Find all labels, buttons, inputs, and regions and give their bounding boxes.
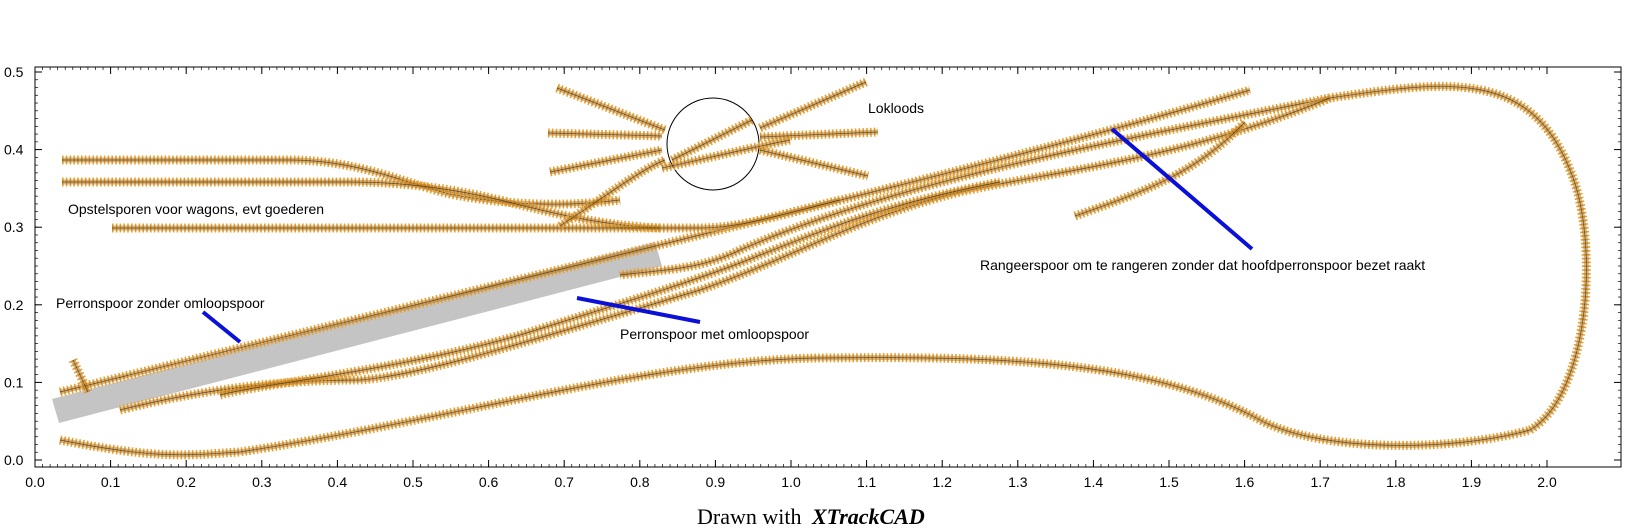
siding-3-centerline [112, 199, 841, 229]
engine-shed-stall-centerline [671, 119, 753, 161]
y-axis-labels: 0.0 0.1 0.2 0.3 0.4 0.5 [4, 64, 24, 468]
label-lokloods: Lokloods [868, 100, 924, 116]
short-stub-centerline [72, 359, 89, 393]
x-tick-label: 0.4 [328, 474, 348, 490]
credit-prefix: Drawn with [697, 504, 801, 529]
x-tick-label: 1.9 [1462, 474, 1482, 490]
y-tick-label: 0.5 [4, 64, 24, 80]
pointer-rangeer [1110, 127, 1254, 251]
x-axis-labels: 0.0 0.1 0.2 0.3 0.4 0.5 0.6 0.7 0.8 0.9 1.0 1.1 1.2 1… [25, 474, 1557, 490]
platform [52, 242, 662, 423]
y-tick-label: 0.4 [4, 142, 24, 158]
x-tick-label: 0.3 [252, 474, 272, 490]
minor-ticks [34, 67, 1621, 467]
x-tick-label: 0.8 [630, 474, 650, 490]
platform-track-no-runaround-centerline [59, 89, 1251, 393]
x-tick-label: 0.9 [706, 474, 726, 490]
runaround-loop-centerline [219, 181, 1001, 396]
annotation-pointers [201, 127, 1254, 344]
x-tick-label: 1.5 [1159, 474, 1179, 490]
x-tick-label: 0.0 [25, 474, 45, 490]
x-tick-label: 1.3 [1008, 474, 1028, 490]
y-tick-label: 0.0 [4, 452, 24, 468]
x-tick-label: 1.2 [932, 474, 952, 490]
engine-shed-stall-centerline [547, 132, 663, 137]
x-tick-label: 1.8 [1386, 474, 1406, 490]
label-perronspoor-zonder: Perronspoor zonder omloopspoor [56, 295, 265, 311]
main-loop-centerline [59, 86, 1587, 456]
plan-frame [34, 66, 1622, 468]
siding-2-centerline [62, 181, 661, 229]
turntable [666, 97, 760, 191]
x-tick-label: 0.5 [403, 474, 423, 490]
credit-brand: XTrackCAD [811, 504, 925, 529]
drawn-with-credit: Drawn with XTrackCAD [697, 504, 925, 529]
x-tick-label: 1.4 [1084, 474, 1104, 490]
label-rangeerspoor: Rangeerspoor om te rangeren zonder dat h… [980, 257, 1425, 273]
x-tick-label: 1.7 [1310, 474, 1330, 490]
x-tick-label: 1.0 [781, 474, 801, 490]
x-tick-label: 0.2 [176, 474, 196, 490]
y-tick-label: 0.2 [4, 297, 24, 313]
x-tick-label: 2.0 [1537, 474, 1557, 490]
runaround-loop-sleepers [218, 177, 1001, 400]
x-tick-label: 0.1 [101, 474, 121, 490]
engine-shed-stall-centerline [556, 87, 666, 131]
x-tick-label: 0.6 [479, 474, 499, 490]
pointer-perron-zonder [201, 310, 242, 344]
pointer-perron-met [576, 296, 701, 324]
y-tick-label: 0.3 [4, 219, 24, 235]
engine-shed-stall-centerline [759, 131, 879, 138]
engine-shed-stall-centerline [549, 149, 663, 173]
x-tick-label: 0.7 [554, 474, 574, 490]
platform-layer [52, 242, 662, 423]
engine-shed-stall-centerline [759, 149, 869, 177]
engine-shed-lead-centerline [559, 139, 791, 227]
label-perronspoor-met: Perronspoor met omloopspoor [620, 326, 809, 342]
engine-shed-stall-centerline [759, 81, 867, 129]
label-opstelsporen: Opstelsporen voor wagons, evt goederen [68, 201, 324, 217]
x-tick-label: 1.1 [857, 474, 877, 490]
x-tick-label: 1.6 [1235, 474, 1255, 490]
y-tick-label: 0.1 [4, 374, 24, 390]
tracks [58, 77, 1591, 460]
